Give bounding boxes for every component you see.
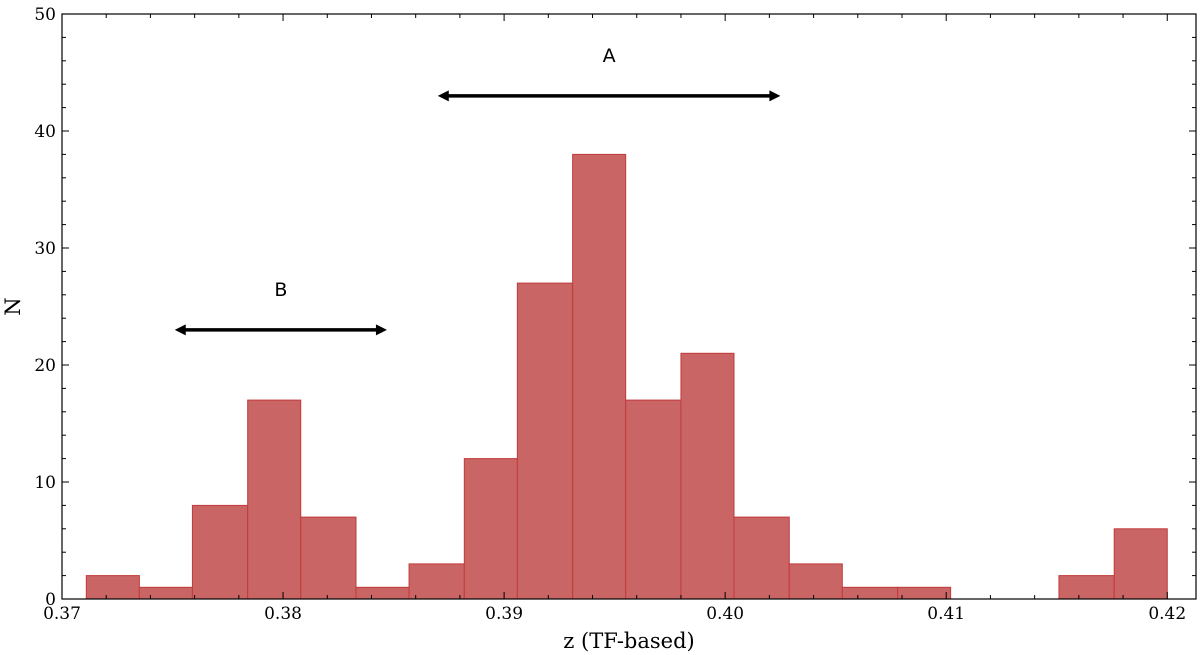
x-tick-label-4: 0.41 <box>927 604 965 624</box>
y-tick-label-3: 30 <box>34 239 56 259</box>
histogram-bar-10 <box>625 399 682 600</box>
histogram-bar-5 <box>355 586 410 600</box>
y-tick-label-4: 40 <box>34 122 56 142</box>
histogram-bar-19 <box>1113 528 1168 600</box>
y-tick-label-0: 0 <box>45 590 56 610</box>
y-axis-title: N <box>1 297 25 315</box>
x-axis-title: z (TF-based) <box>563 629 694 653</box>
histogram-bar-9 <box>572 153 627 600</box>
histogram-bar-14 <box>841 586 899 600</box>
histogram-bar-6 <box>408 563 465 600</box>
x-tick-label-2: 0.39 <box>485 604 523 624</box>
y-tick-label-2: 20 <box>34 356 56 376</box>
range-label-b: B <box>274 279 287 301</box>
histogram-bar-11 <box>680 352 735 600</box>
axis-ticks: 0.37 0.38 0.39 0.40 0.41 0.42 0 10 20 30 40 50 <box>34 5 1196 624</box>
histogram-bar-15 <box>897 586 952 600</box>
range-arrowhead-left-a <box>437 90 449 102</box>
range-label-a: A <box>603 45 616 67</box>
range-arrowhead-left-b <box>174 324 186 336</box>
histogram-bar-1 <box>138 586 193 600</box>
histogram-bar-13 <box>788 563 843 600</box>
x-tick-label-3: 0.40 <box>706 604 744 624</box>
x-tick-label-5: 0.42 <box>1148 604 1186 624</box>
x-tick-label-1: 0.38 <box>264 604 302 624</box>
histogram-bar-12 <box>733 516 790 600</box>
range-annotations: AB <box>174 45 781 336</box>
histogram-bar-0 <box>85 575 140 600</box>
histogram-bar-3 <box>247 399 302 600</box>
range-arrowhead-right-b <box>375 324 387 336</box>
y-tick-label-5: 50 <box>34 5 56 25</box>
histogram-bar-2 <box>191 504 249 600</box>
y-tick-label-1: 10 <box>34 473 56 493</box>
plot-frame <box>61 13 1197 600</box>
histogram-bar-18 <box>1058 575 1115 600</box>
x-tick-label-0: 0.37 <box>43 604 81 624</box>
histogram-bar-7 <box>463 458 518 600</box>
histogram-bar-4 <box>300 516 357 600</box>
histogram-bar-8 <box>516 282 574 600</box>
histogram-bars <box>85 153 1168 600</box>
range-arrowhead-right-a <box>769 90 781 102</box>
